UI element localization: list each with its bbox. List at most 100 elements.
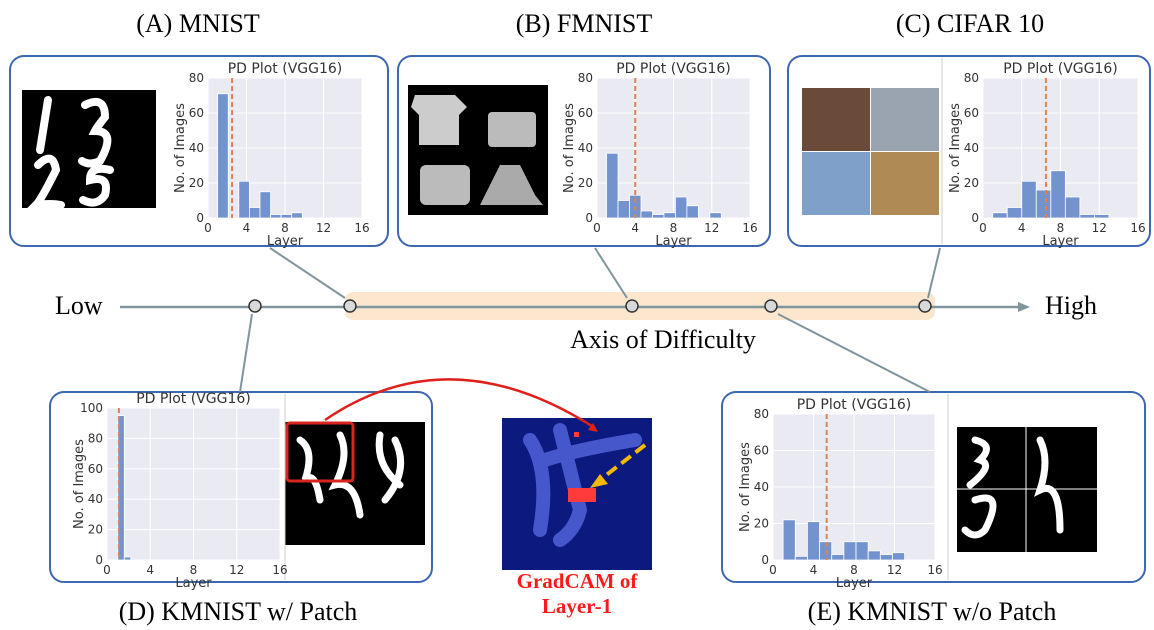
bar <box>1007 208 1022 219</box>
bar <box>218 94 229 218</box>
kmnist-image <box>285 422 425 545</box>
axis-arrow-head <box>1018 302 1030 312</box>
chart-title: PD Plot (VGG16) <box>616 61 731 77</box>
y-tick-label: 80 <box>189 71 204 85</box>
gradcam-hotspot <box>574 432 579 437</box>
axis-point <box>919 300 931 312</box>
gradcam-caption: Layer-1 <box>542 594 612 618</box>
x-tick-label: 4 <box>810 563 818 577</box>
x-tick-label: 12 <box>316 221 331 235</box>
bar <box>271 215 282 219</box>
x-tick-label: 16 <box>1130 221 1145 235</box>
bar <box>880 555 892 560</box>
bar <box>260 192 271 218</box>
x-tick-label: 0 <box>979 221 987 235</box>
chart-title: PD Plot (VGG16) <box>1003 61 1118 77</box>
panel-label: (A) MNIST <box>136 9 260 38</box>
cifar-image <box>802 152 870 215</box>
y-tick-label: 60 <box>189 106 204 120</box>
x-axis-label: Layer <box>267 234 304 249</box>
panel-label: (C) CIFAR 10 <box>896 9 1044 38</box>
x-tick-label: 4 <box>1018 221 1026 235</box>
connector <box>240 314 252 392</box>
x-tick-label: 4 <box>243 221 251 235</box>
x-tick-label: 12 <box>704 221 719 235</box>
x-axis-label: Layer <box>175 576 212 591</box>
panel-label: (B) FMNIST <box>516 9 653 38</box>
y-tick-label: 40 <box>189 141 204 155</box>
fmnist-bag <box>488 112 536 147</box>
y-tick-label: 20 <box>578 176 593 190</box>
panel-label: (E) KMNIST w/o Patch <box>808 597 1057 626</box>
x-tick-label: 16 <box>927 563 942 577</box>
y-tick-label: 40 <box>964 141 979 155</box>
bar <box>1036 190 1051 218</box>
bar <box>652 215 663 219</box>
y-tick-label: 60 <box>964 106 979 120</box>
figure: GradCAM of Layer-1 Low High Axis of Diff… <box>0 0 1154 630</box>
x-tick-label: 16 <box>742 221 757 235</box>
bar <box>783 520 795 560</box>
chart-title: PD Plot (VGG16) <box>228 61 343 77</box>
bar <box>641 211 652 218</box>
bar <box>618 201 629 219</box>
x-tick-label: 4 <box>146 563 154 577</box>
bar <box>607 153 618 218</box>
x-axis-label: Layer <box>836 576 873 591</box>
x-tick-label: 16 <box>272 563 287 577</box>
x-tick-label: 12 <box>1092 221 1107 235</box>
y-tick-label: 40 <box>578 141 593 155</box>
axis-point <box>765 300 777 312</box>
y-axis-label: No. of Images <box>562 103 577 193</box>
panel-label: (D) KMNIST w/ Patch <box>119 597 358 626</box>
gradcam-caption: GradCAM of <box>517 569 639 593</box>
cifar-image <box>802 88 870 151</box>
bar <box>687 206 698 218</box>
y-tick-label: 80 <box>88 431 103 445</box>
chart-title: PD Plot (VGG16) <box>797 397 912 413</box>
axis-title: Axis of Difficulty <box>570 325 756 354</box>
y-tick-label: 80 <box>578 71 593 85</box>
y-tick-label: 80 <box>754 407 769 421</box>
x-tick-label: 0 <box>103 563 111 577</box>
gradcam-hotspot <box>568 488 596 502</box>
connector <box>778 314 930 392</box>
bar <box>795 556 807 560</box>
y-tick-label: 60 <box>88 462 103 476</box>
y-tick-label: 20 <box>88 523 103 537</box>
y-tick-label: 60 <box>578 106 593 120</box>
y-tick-label: 0 <box>196 211 204 225</box>
bar <box>124 557 130 560</box>
x-tick-label: 12 <box>229 563 244 577</box>
y-tick-label: 0 <box>971 211 979 225</box>
bar <box>281 215 292 219</box>
bar <box>710 213 721 218</box>
fmnist-bag <box>420 165 470 205</box>
bar <box>1094 215 1109 219</box>
bar <box>292 213 303 218</box>
x-tick-label: 8 <box>1057 221 1065 235</box>
y-tick-label: 80 <box>964 71 979 85</box>
x-tick-label: 4 <box>631 221 639 235</box>
bar <box>868 551 880 560</box>
bar <box>664 213 675 218</box>
axis-low: Low <box>55 291 103 320</box>
fmnist-shirt <box>411 95 467 145</box>
axis-high: High <box>1045 291 1097 320</box>
bar <box>844 542 856 560</box>
y-axis-label: No. of Images <box>173 103 188 193</box>
connector <box>595 248 627 298</box>
bar <box>832 555 844 560</box>
bar <box>1065 197 1080 218</box>
axis-point <box>626 300 638 312</box>
y-tick-label: 60 <box>754 444 769 458</box>
y-tick-label: 0 <box>95 553 103 567</box>
connector <box>928 248 940 298</box>
x-tick-label: 16 <box>354 221 369 235</box>
y-tick-label: 20 <box>964 176 979 190</box>
y-tick-label: 40 <box>88 492 103 506</box>
bar <box>993 213 1008 218</box>
y-tick-label: 0 <box>761 553 769 567</box>
y-tick-label: 20 <box>754 517 769 531</box>
connector <box>270 248 345 298</box>
